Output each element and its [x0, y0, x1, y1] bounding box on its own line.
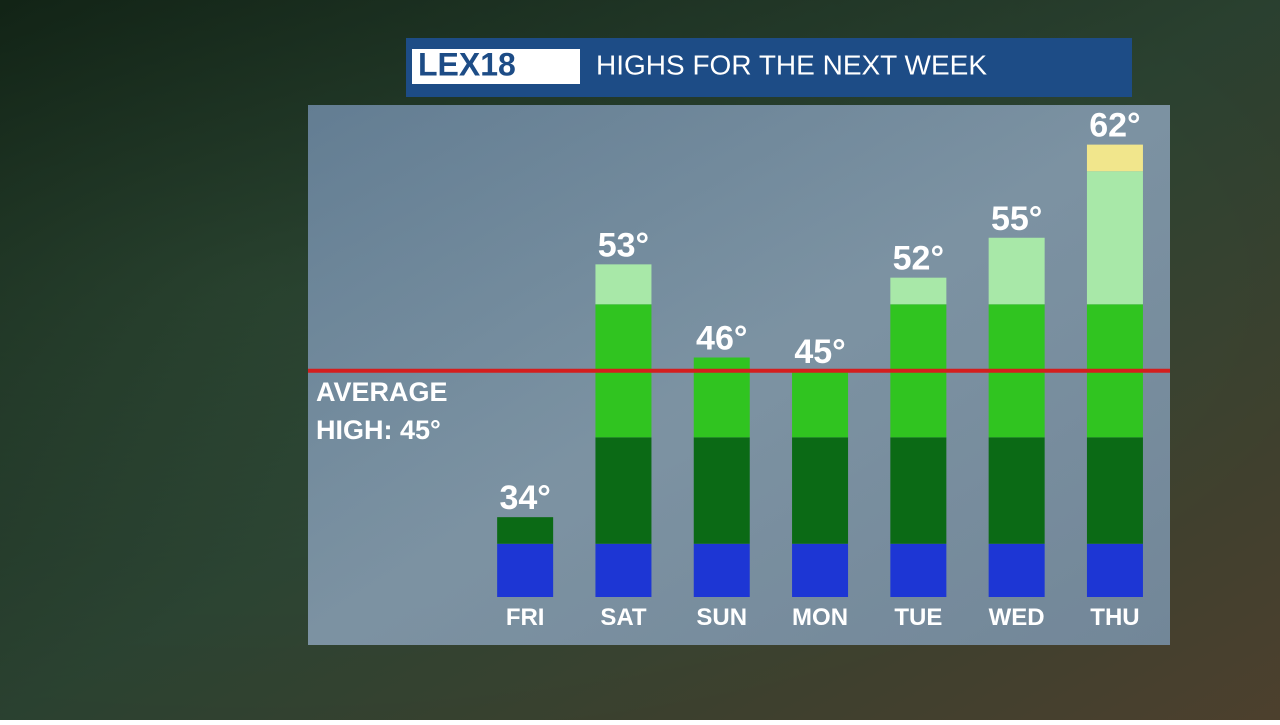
- value-label: 53°: [598, 226, 649, 264]
- bar-segment: [890, 277, 947, 305]
- bar-segment: [693, 437, 750, 544]
- bar-segment: [595, 437, 652, 544]
- x-tick-label: SUN: [696, 604, 747, 631]
- x-tick-label: TUE: [894, 604, 942, 631]
- value-label: 55°: [991, 200, 1042, 238]
- bar: [988, 237, 1045, 597]
- bar-segment: [988, 237, 1045, 305]
- x-tick-label: FRI: [506, 604, 545, 631]
- bar-segment: [497, 517, 554, 544]
- bar-segment: [988, 543, 1045, 597]
- x-tick-label: THU: [1090, 604, 1139, 631]
- bar-segment: [693, 543, 750, 597]
- bar-segment: [890, 543, 947, 597]
- bar-segment: [1086, 171, 1143, 305]
- reference-label-box: AVERAGE HIGH: 45°: [316, 376, 448, 445]
- bar-segment: [595, 264, 652, 305]
- bar-segment: [792, 543, 849, 597]
- plot: 34° FRI 53° SAT 46° SUN 45° MON 52° TUE 55° WED 62° T…: [308, 107, 1170, 631]
- bar-segment: [1086, 437, 1143, 544]
- x-tick-label: SAT: [600, 604, 647, 631]
- bar-segment: [792, 370, 849, 438]
- bar: [1086, 144, 1143, 597]
- bar-segment: [890, 437, 947, 544]
- bar-segment: [1086, 144, 1143, 172]
- x-tick-label: WED: [989, 604, 1045, 631]
- value-label: 46°: [696, 320, 747, 358]
- chart-title: HIGHS FOR THE NEXT WEEK: [596, 49, 987, 80]
- x-tick-label: MON: [792, 604, 848, 631]
- bar-segment: [988, 437, 1045, 544]
- bar: [595, 264, 652, 597]
- bar: [497, 517, 554, 597]
- value-label: 62°: [1089, 107, 1140, 145]
- reference-label: AVERAGE HIGH: 45°: [316, 376, 448, 445]
- bar: [693, 357, 750, 597]
- bar-segment: [1086, 543, 1143, 597]
- logo-box: [412, 49, 580, 84]
- bar-segment: [595, 543, 652, 597]
- value-label: 34°: [499, 479, 550, 517]
- bar: [890, 277, 947, 597]
- bar-segment: [497, 543, 554, 597]
- value-label: 52°: [893, 240, 944, 278]
- logo: LEX18: [418, 46, 516, 82]
- bar-segment: [792, 437, 849, 544]
- bar: [792, 370, 849, 597]
- value-label: 45°: [794, 333, 845, 371]
